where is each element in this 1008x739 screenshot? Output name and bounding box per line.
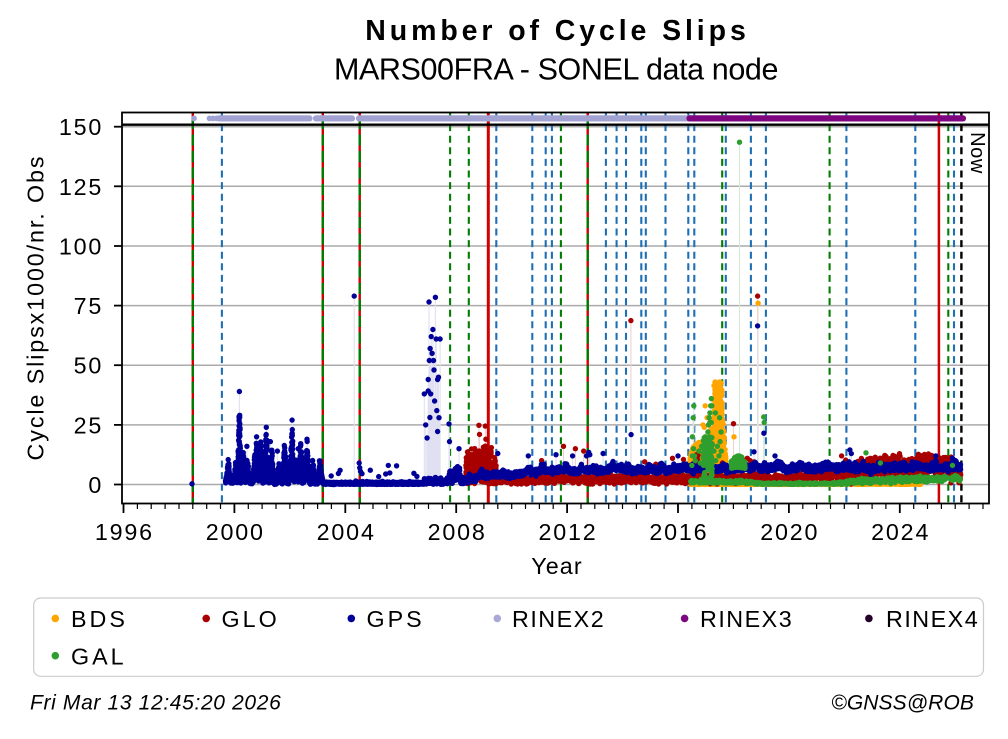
svg-text:Cycle Slipsx1000/nr. Obs: Cycle Slipsx1000/nr. Obs <box>23 155 49 461</box>
svg-text:100: 100 <box>59 234 103 260</box>
svg-text:RINEX4: RINEX4 <box>886 606 979 632</box>
svg-text:2008: 2008 <box>428 519 487 545</box>
svg-text:RINEX2: RINEX2 <box>512 606 605 632</box>
svg-text:RINEX3: RINEX3 <box>700 606 793 632</box>
svg-text:75: 75 <box>74 293 104 319</box>
svg-text:2004: 2004 <box>317 519 376 545</box>
svg-text:0: 0 <box>88 472 103 498</box>
svg-text:25: 25 <box>74 412 104 438</box>
svg-text:Fri Mar 13 12:45:20 2026: Fri Mar 13 12:45:20 2026 <box>30 692 281 715</box>
svg-text:2012: 2012 <box>538 519 597 545</box>
svg-text:GLO: GLO <box>222 606 280 632</box>
svg-text:2016: 2016 <box>649 519 708 545</box>
svg-text:150: 150 <box>59 114 103 140</box>
svg-text:GAL: GAL <box>71 643 127 669</box>
svg-text:Year: Year <box>531 553 582 579</box>
svg-text:50: 50 <box>74 353 104 379</box>
svg-text:GPS: GPS <box>367 606 425 632</box>
svg-text:2000: 2000 <box>206 519 265 545</box>
svg-text:1996: 1996 <box>95 519 154 545</box>
svg-text:2020: 2020 <box>760 519 819 545</box>
svg-text:BDS: BDS <box>71 606 128 632</box>
svg-text:2024: 2024 <box>871 519 930 545</box>
svg-text:Number of Cycle Slips: Number of Cycle Slips <box>365 15 749 47</box>
svg-text:MARS00FRA - SONEL data node: MARS00FRA - SONEL data node <box>334 53 778 87</box>
svg-text:Now: Now <box>966 132 988 174</box>
svg-text:125: 125 <box>59 174 103 200</box>
svg-text:©GNSS@ROB: ©GNSS@ROB <box>831 692 974 715</box>
